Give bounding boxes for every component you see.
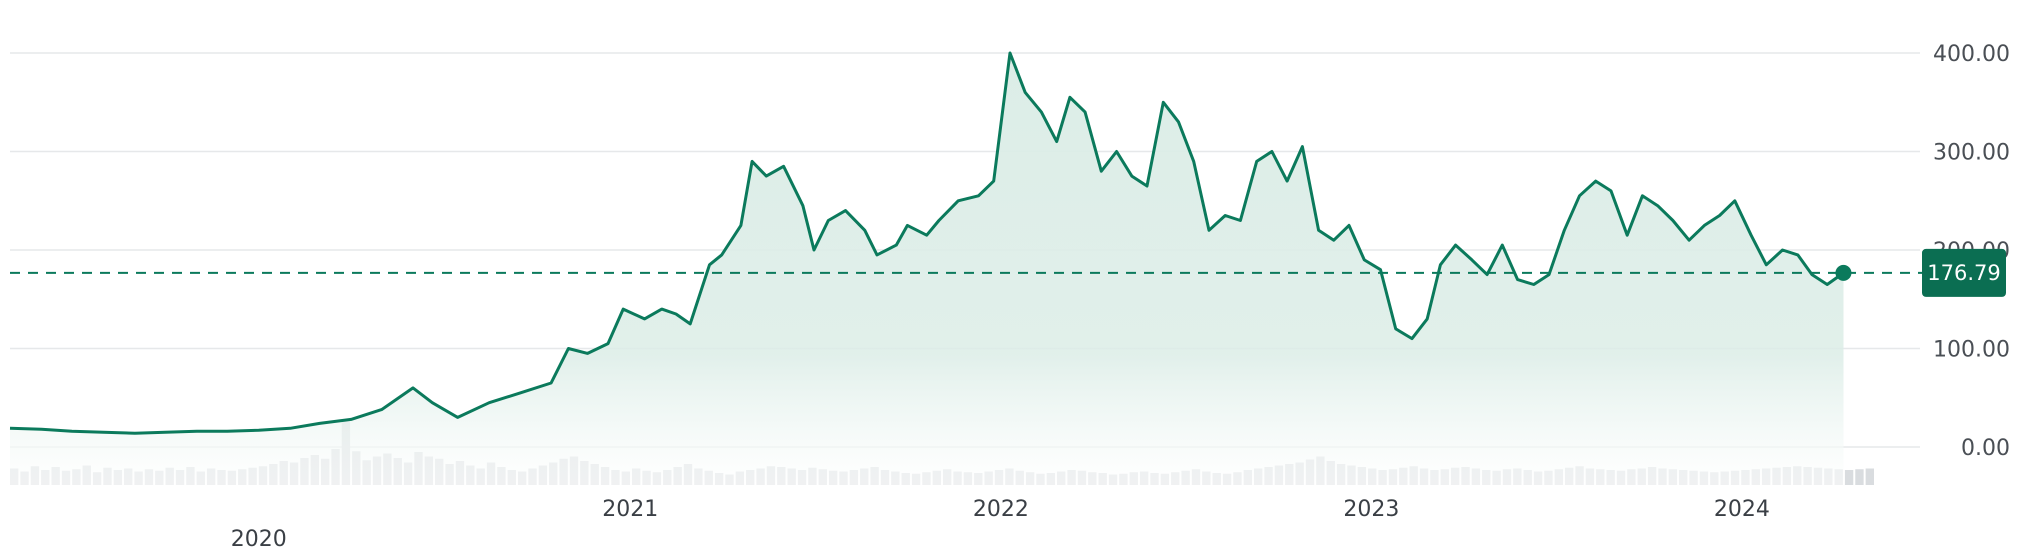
last-price-value: 176.79 [1927, 261, 2000, 285]
y-tick-label: 100.00 [1933, 338, 2010, 363]
last-price-label: 176.79 [1922, 248, 2006, 297]
x-axis-ticks: 2020 2021 2022 2023 2024 [231, 497, 1770, 552]
y-tick-label: 0.00 [1961, 436, 2010, 461]
price-line [9, 51, 1845, 435]
volume-bar [1865, 468, 1874, 485]
last-price-badge [1922, 248, 2006, 297]
y-tick-label: 400.00 [1933, 42, 2010, 67]
x-tick-label: 2020 [231, 527, 287, 552]
price-area-fill [10, 53, 1844, 485]
x-tick-label: 2023 [1343, 497, 1399, 522]
x-tick-label: 2024 [1714, 497, 1770, 522]
x-tick-label: 2021 [602, 497, 658, 522]
volume-bar [1844, 470, 1854, 485]
volume-bar [1855, 469, 1864, 485]
price-line-group [9, 51, 1845, 435]
x-tick-label: 2022 [973, 497, 1029, 522]
y-tick-label: 300.00 [1933, 141, 2010, 166]
price-area [10, 53, 1844, 485]
last-price-reference [10, 264, 1930, 281]
last-price-marker [1835, 264, 1852, 281]
